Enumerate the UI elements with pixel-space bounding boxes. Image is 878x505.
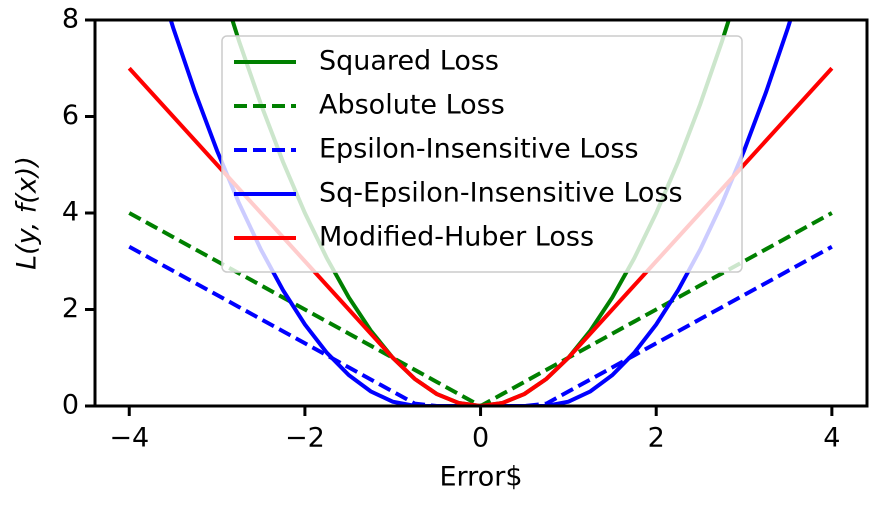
legend: Squared Loss Absolute Loss Epsilon-Insensi… bbox=[221, 35, 743, 273]
x-tick-label: 4 bbox=[823, 423, 840, 454]
legend-label: Absolute Loss bbox=[319, 90, 505, 121]
y-axis-label: L(y, f(x)) bbox=[12, 156, 43, 270]
legend-label: Squared Loss bbox=[319, 46, 499, 77]
y-tick-label: 2 bbox=[62, 293, 79, 324]
y-tick-label: 4 bbox=[62, 197, 79, 228]
x-tick-label: 0 bbox=[472, 423, 489, 454]
y-tick-label: 8 bbox=[62, 4, 79, 35]
legend-label: Epsilon-Insensitive Loss bbox=[319, 134, 639, 165]
x-tick-label: −2 bbox=[285, 423, 325, 454]
legend-label: Modified-Huber Loss bbox=[319, 222, 594, 253]
legend-box bbox=[221, 35, 743, 273]
y-tick-label: 6 bbox=[62, 100, 79, 131]
series-line bbox=[128, 245, 833, 406]
x-tick-label: −4 bbox=[109, 423, 149, 454]
legend-label: Sq-Epsilon-Insensitive Loss bbox=[319, 178, 683, 209]
series-line bbox=[128, 211, 833, 406]
y-tick-label: 0 bbox=[62, 390, 79, 421]
x-tick-label: 2 bbox=[648, 423, 665, 454]
x-axis-label: Error$ bbox=[440, 462, 523, 493]
